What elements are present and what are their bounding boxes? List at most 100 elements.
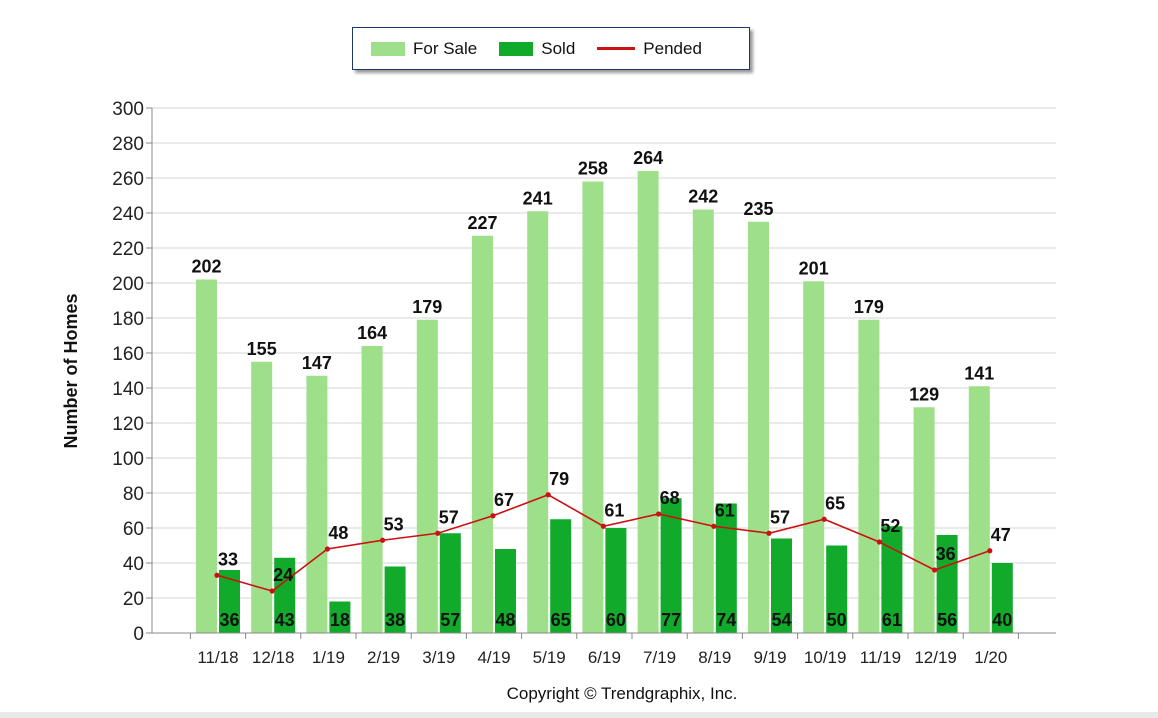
pended-point: [600, 523, 607, 529]
data-label-pended: 65: [825, 493, 845, 513]
bar-for-sale: [803, 281, 825, 633]
bar-sold: [219, 570, 240, 633]
data-label-pended: 33: [218, 549, 238, 569]
bar-for-sale: [251, 361, 273, 633]
x-tick-label: 12/19: [914, 648, 957, 667]
data-label-pended: 61: [715, 500, 735, 520]
y-tick-label: 160: [112, 344, 144, 365]
pended-point: [987, 548, 993, 554]
pended-point: [876, 539, 883, 545]
y-tick-label: 200: [112, 274, 144, 295]
bar-sold: [439, 533, 461, 633]
legend-swatch-for-sale: [371, 41, 405, 56]
bar-for-sale: [527, 211, 549, 633]
pended-point: [324, 546, 330, 552]
data-label-pended: 36: [936, 544, 956, 564]
x-tick-label: 4/19: [477, 648, 510, 667]
data-label-sold: 36: [219, 610, 239, 630]
bar-sold: [991, 563, 1013, 633]
x-tick-label: 3/19: [422, 648, 455, 667]
data-label-sold: 50: [827, 610, 847, 630]
bar-sold: [715, 503, 737, 633]
data-label-pended: 68: [660, 488, 680, 508]
pended-point: [435, 530, 441, 536]
data-label-pended: 79: [549, 469, 569, 489]
x-tick-label: 9/19: [753, 648, 786, 667]
data-label-for-sale: 155: [247, 339, 277, 359]
data-label-for-sale: 179: [412, 297, 442, 317]
pended-point: [214, 572, 220, 578]
x-tick-label: 12/18: [252, 648, 295, 667]
x-tick-label: 11/19: [860, 648, 901, 667]
bar-for-sale: [582, 181, 604, 633]
data-label-pended: 67: [494, 490, 514, 510]
data-label-sold: 65: [551, 610, 571, 630]
pended-point: [490, 513, 496, 519]
x-tick-label: 2/19: [367, 648, 400, 667]
x-tick-label: 5/19: [533, 648, 566, 667]
bar-for-sale: [858, 319, 880, 633]
data-label-for-sale: 129: [909, 384, 939, 404]
bar-for-sale: [472, 235, 493, 633]
y-tick-label: 100: [112, 449, 144, 470]
data-label-pended: 61: [604, 500, 624, 520]
pended-point: [711, 523, 717, 529]
copyright-text: Copyright © Trendgraphix, Inc.: [507, 684, 738, 703]
data-label-sold: 54: [771, 610, 791, 630]
bar-for-sale: [637, 171, 659, 633]
bar-sold: [550, 519, 572, 633]
y-tick-label: 60: [123, 519, 144, 540]
data-label-sold: 61: [882, 610, 902, 630]
y-tick-label: 80: [123, 484, 144, 505]
bar-for-sale: [416, 319, 438, 633]
x-tick-label: 10/19: [804, 648, 847, 667]
labels-layer: 202 36 155 43 147 18 164 38 179 57 227 48 241 65 258 60…: [191, 148, 1012, 630]
y-tick-label: 0: [133, 624, 144, 645]
data-label-for-sale: 147: [302, 353, 332, 373]
x-tick-label: 11/18: [197, 648, 238, 667]
legend-swatch-sold: [499, 41, 534, 56]
data-label-for-sale: 242: [688, 187, 718, 207]
pended-point: [821, 516, 827, 522]
data-label-sold: 18: [330, 610, 350, 630]
data-label-pended: 24: [273, 565, 293, 585]
pended-point: [269, 588, 275, 594]
data-label-for-sale: 258: [578, 159, 608, 179]
data-label-for-sale: 264: [633, 148, 663, 168]
y-axis-title: Number of Homes: [61, 293, 81, 448]
footer-bar: [0, 712, 1158, 718]
bars-layer: [196, 171, 1013, 633]
bar-sold: [329, 601, 351, 633]
bar-sold: [660, 498, 682, 633]
legend-item-sold: Sold: [499, 39, 575, 59]
y-tick-label: 40: [123, 554, 144, 575]
data-label-for-sale: 227: [467, 213, 497, 233]
data-label-for-sale: 235: [743, 199, 773, 219]
grid-layer: [152, 107, 1056, 599]
bar-for-sale: [913, 407, 935, 633]
pended-point: [380, 537, 386, 543]
x-tick-label: 7/19: [643, 648, 676, 667]
bar-for-sale: [306, 375, 328, 633]
bar-sold: [881, 526, 903, 633]
line-layer: [214, 492, 993, 594]
legend-item-for-sale: For Sale: [371, 39, 477, 59]
data-label-for-sale: 201: [799, 258, 829, 278]
bar-for-sale: [692, 209, 714, 633]
legend-item-pended: Pended: [597, 39, 702, 59]
data-label-for-sale: 164: [357, 323, 387, 343]
bar-for-sale: [968, 386, 990, 633]
chart-legend: For Sale Sold Pended: [352, 27, 750, 70]
axis-layer: 0 20 40 60 80 100 120 140 160 180 200 220 240 260 280 3…: [112, 99, 1056, 667]
data-label-pended: 53: [384, 514, 404, 534]
data-label-sold: 77: [661, 610, 681, 630]
bar-sold: [826, 545, 848, 633]
data-label-for-sale: 141: [964, 363, 994, 383]
data-label-pended: 57: [439, 507, 459, 527]
data-label-sold: 48: [495, 610, 515, 630]
bar-for-sale: [748, 221, 769, 633]
data-label-sold: 74: [716, 610, 736, 630]
data-label-sold: 43: [275, 610, 295, 630]
pended-point: [656, 511, 662, 517]
